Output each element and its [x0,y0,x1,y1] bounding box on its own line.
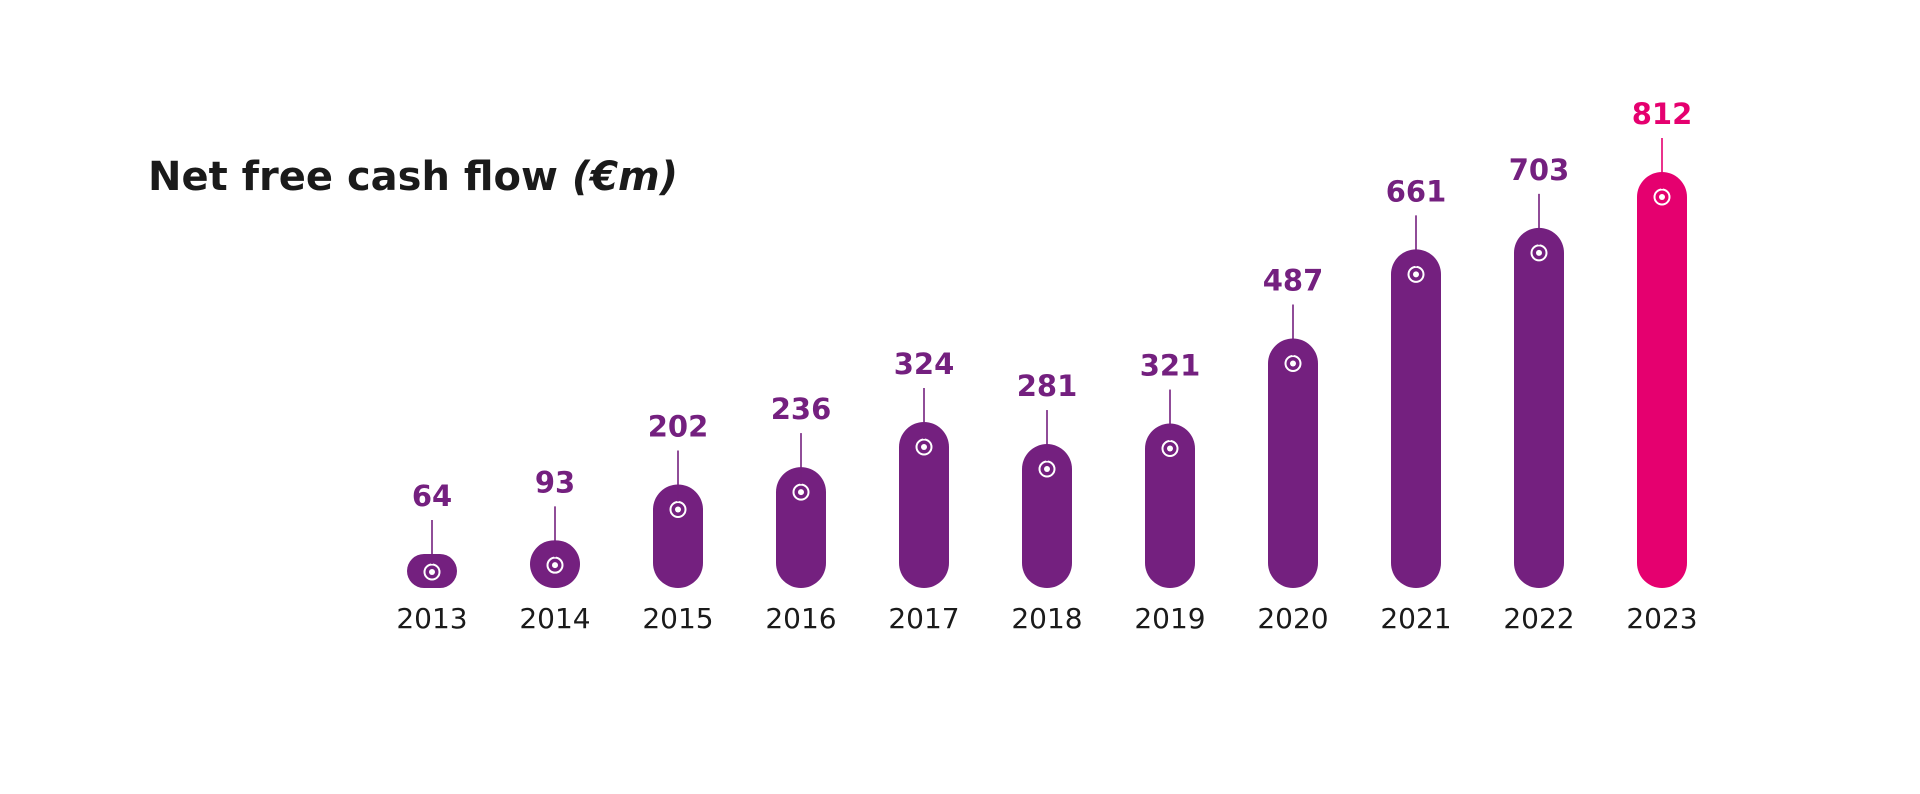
bar-group-2015: 202 2015 [642,410,713,635]
marker-ring-2019 [1161,440,1179,458]
value-label-2015: 202 [648,410,709,444]
bar-2021 [1391,249,1441,588]
bar-2019 [1145,423,1195,588]
value-label-2019: 321 [1140,349,1201,383]
marker-ring-2017 [915,438,933,456]
marker-dot-2015 [675,506,681,513]
year-label-2018: 2018 [1011,602,1082,635]
marker-dot-2023 [1659,194,1665,200]
bar-2020 [1268,338,1318,588]
year-label-2017: 2017 [888,602,959,635]
bar-group-2020: 487 2020 [1257,264,1328,635]
value-label-2017: 324 [894,347,955,381]
value-label-2023: 812 [1632,97,1693,131]
value-label-2020: 487 [1263,264,1324,298]
marker-dot-2022 [1536,249,1542,256]
year-label-2015: 2015 [642,602,713,635]
marker-dot-2019 [1167,445,1173,452]
marker-ring-2023 [1653,188,1671,206]
year-label-2021: 2021 [1380,602,1451,635]
year-label-2022: 2022 [1503,602,1574,635]
marker-ring-2021 [1407,265,1425,283]
year-label-2013: 2013 [396,602,467,635]
value-label-2022: 703 [1509,153,1570,187]
marker-dot-2017 [921,444,927,451]
marker-dot-2013 [429,569,435,575]
bar-2022 [1514,227,1564,589]
chart-title-unit: (€m) [571,154,678,200]
bar-group-2023: 812 2023 [1626,97,1697,635]
bar-group-2014: 93 2014 [519,465,590,635]
marker-dot-2021 [1413,271,1419,278]
bar-group-2013: 64 2013 [396,479,467,635]
marker-dot-2016 [798,489,804,496]
year-label-2016: 2016 [765,602,836,635]
year-label-2014: 2014 [519,602,590,635]
year-label-2019: 2019 [1134,602,1205,635]
value-label-2021: 661 [1386,174,1447,208]
marker-dot-2014 [552,562,558,569]
year-label-2020: 2020 [1257,602,1328,635]
bar-group-2019: 321 2019 [1134,349,1205,635]
year-label-2023: 2023 [1626,602,1697,635]
bar-group-2018: 281 2018 [1011,369,1082,635]
value-label-2013: 64 [412,479,452,513]
chart-title: Net free cash flow (€m) [148,154,678,200]
bar-group-2017: 324 2017 [888,347,959,635]
marker-dot-2018 [1044,466,1050,473]
marker-ring-2015 [669,501,687,519]
bar-group-2021: 661 2021 [1380,174,1451,635]
bar-2015 [653,484,703,588]
bar-2017 [899,422,949,588]
marker-ring-2014 [546,556,564,574]
bar-2016 [776,467,826,588]
marker-ring-2022 [1530,244,1548,262]
bar-group-2022: 703 2022 [1503,153,1574,635]
marker-ring-2016 [792,483,810,501]
marker-ring-2018 [1038,460,1056,478]
marker-ring-2013 [423,563,441,581]
bar-group-2016: 236 2016 [765,392,836,635]
value-label-2018: 281 [1017,369,1078,403]
marker-dot-2020 [1290,360,1296,367]
bar-2018 [1022,444,1072,588]
value-label-2016: 236 [771,392,832,426]
bar-2023 [1637,172,1687,588]
marker-ring-2020 [1284,355,1302,373]
value-label-2014: 93 [535,465,575,499]
chart-title-text: Net free cash flow [148,154,558,200]
